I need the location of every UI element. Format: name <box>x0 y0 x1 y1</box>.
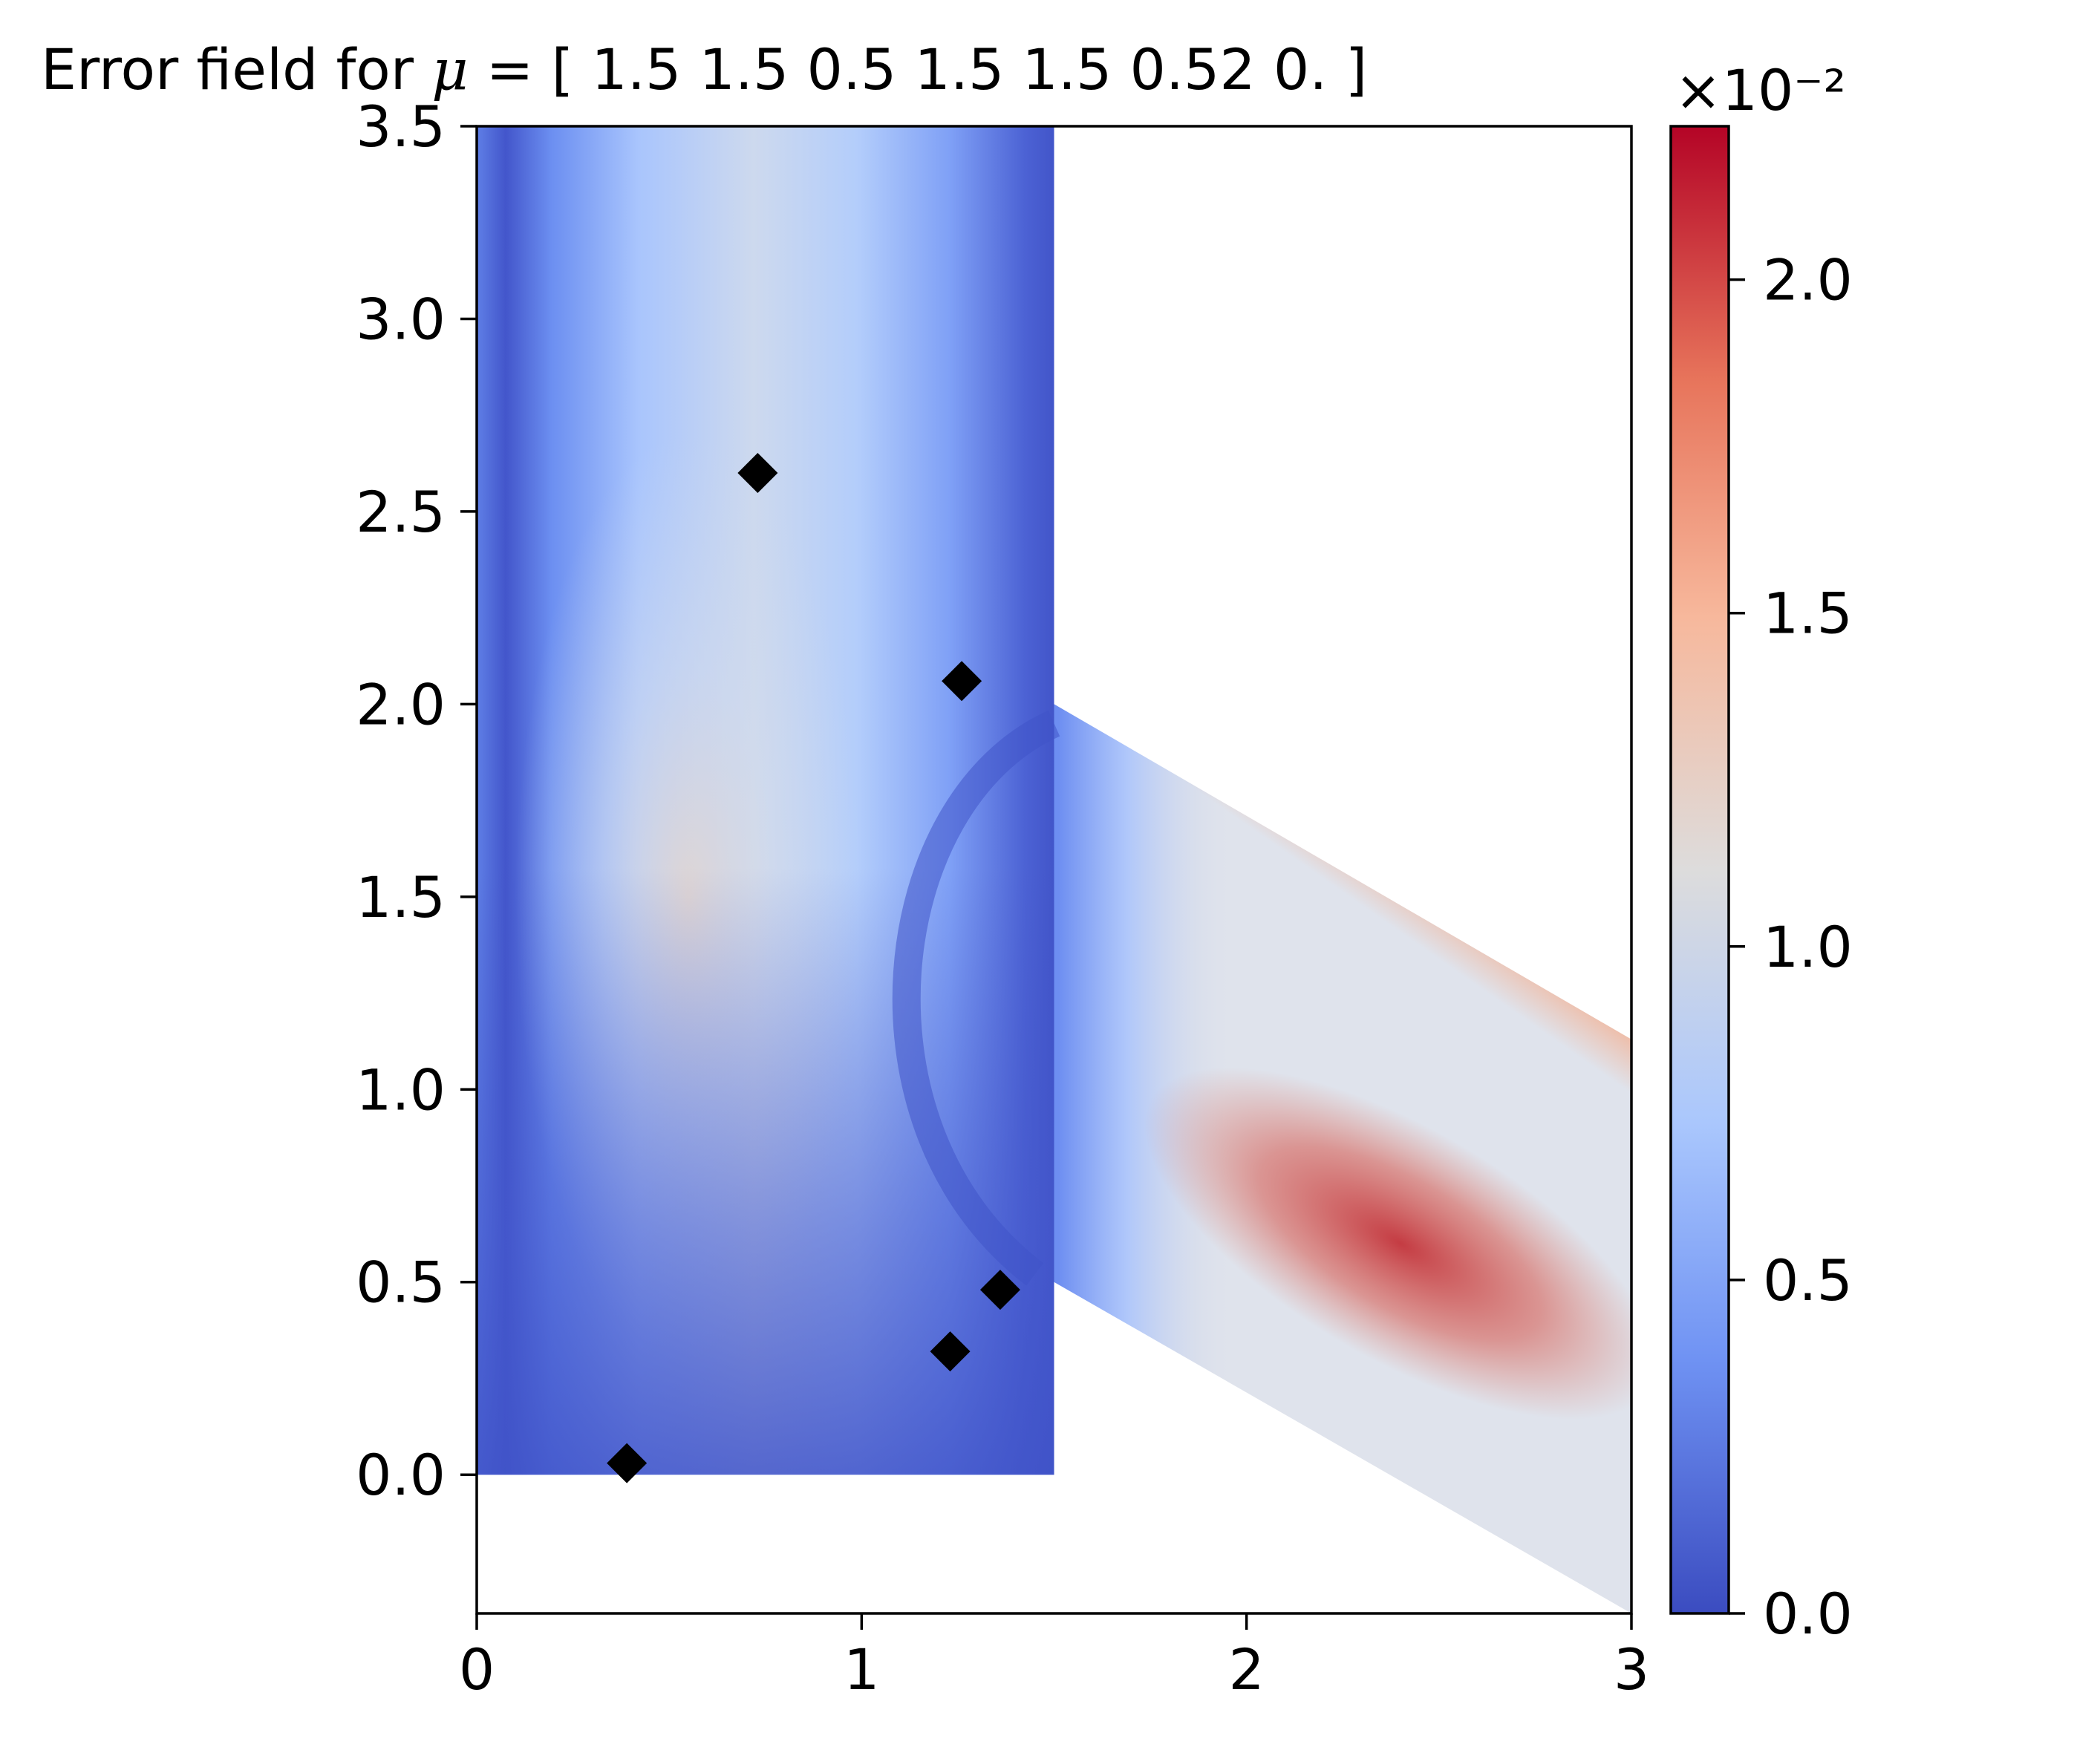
colorbar-tick-label: 0.5 <box>1763 1247 1853 1313</box>
y-tick-label: 3.5 <box>356 94 446 160</box>
sample-marker-2 <box>942 661 982 702</box>
colorbar-tick-label: 0.0 <box>1763 1581 1853 1647</box>
x-tick-label: 0 <box>459 1636 495 1703</box>
colorbar-tick-label: 2.0 <box>1763 247 1853 313</box>
y-tick-label: 2.5 <box>356 479 446 545</box>
sample-marker-3 <box>979 1270 1020 1310</box>
sample-marker-1 <box>737 453 778 494</box>
chart-title: Error field for μ = [ 1.5 1.5 0.5 1.5 1.… <box>41 36 1367 102</box>
y-tick-label: 0.0 <box>356 1442 446 1508</box>
axes-frame <box>475 125 1633 1615</box>
x-axis: 0 1 2 3 <box>459 1613 1649 1703</box>
x-tick-label: 2 <box>1228 1636 1264 1703</box>
colorbar-tick-label: 1.0 <box>1763 914 1853 980</box>
colorbar-gradient <box>1669 125 1730 1615</box>
sample-marker-4 <box>930 1331 971 1372</box>
y-tick-label: 2.0 <box>356 671 446 737</box>
error-field <box>477 126 1631 1613</box>
y-tick-label: 3.0 <box>356 286 446 352</box>
junction-low-error-band <box>892 710 1060 1286</box>
x-tick-label: 1 <box>844 1636 879 1703</box>
y-tick-label: 1.5 <box>356 864 446 930</box>
sample-markers <box>607 453 1020 1483</box>
colorbar: 0.0 0.5 1.0 1.5 2.0 ×10⁻² <box>1669 57 1853 1647</box>
y-axis: 0.0 0.5 1.0 1.5 2.0 2.5 3.0 3.5 <box>356 94 477 1508</box>
y-tick-label: 1.0 <box>356 1057 446 1123</box>
colorbar-offset-text: ×10⁻² <box>1675 57 1846 123</box>
colorbar-axis: 0.0 0.5 1.0 1.5 2.0 <box>1729 247 1853 1647</box>
sample-marker-5 <box>607 1443 648 1483</box>
colorbar-tick-label: 1.5 <box>1763 581 1853 647</box>
error-hotspot <box>1144 1067 1631 1420</box>
x-tick-label: 3 <box>1614 1636 1649 1703</box>
y-tick-label: 0.5 <box>356 1250 446 1316</box>
